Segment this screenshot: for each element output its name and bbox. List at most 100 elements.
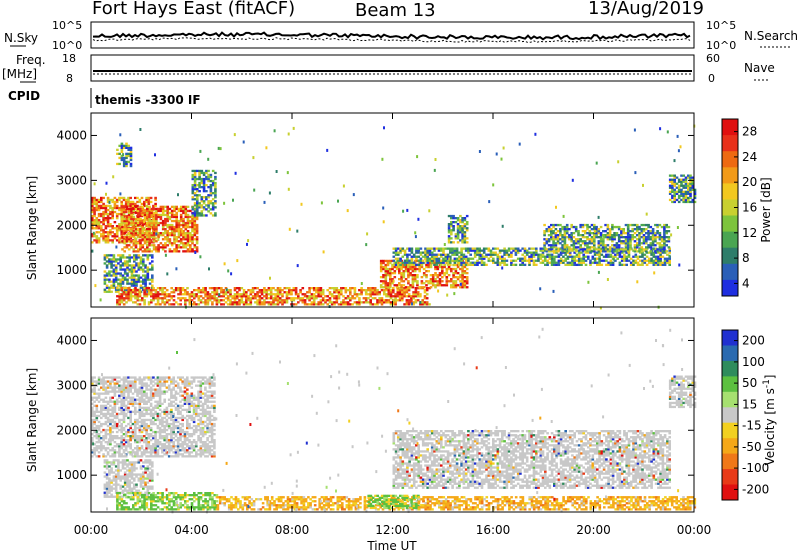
heatmap-cell bbox=[616, 257, 619, 260]
heatmap-cell bbox=[254, 301, 257, 304]
heatmap-cell bbox=[292, 297, 296, 300]
heatmap-cell bbox=[106, 447, 110, 450]
heatmap-cell bbox=[657, 251, 660, 254]
heatmap-cell bbox=[410, 301, 413, 304]
heatmap-cell bbox=[479, 254, 482, 258]
heatmap-cell bbox=[91, 422, 94, 426]
heatmap-cell bbox=[148, 248, 151, 251]
heatmap-cell bbox=[489, 253, 493, 256]
heatmap-cell bbox=[100, 406, 103, 409]
heatmap-cell bbox=[150, 289, 153, 292]
heatmap-cell bbox=[272, 301, 275, 304]
heatmap-cell bbox=[386, 274, 390, 277]
heatmap-cell bbox=[119, 258, 122, 261]
heatmap-cell bbox=[465, 223, 469, 226]
heatmap-cell bbox=[115, 435, 119, 438]
heatmap-cell bbox=[111, 217, 114, 220]
heatmap-cell bbox=[456, 227, 460, 230]
heatmap-cell bbox=[124, 406, 128, 409]
heatmap-cell bbox=[229, 295, 232, 298]
heatmap-cell bbox=[134, 207, 138, 211]
heatmap-cell bbox=[137, 223, 140, 227]
heatmap-cell bbox=[198, 212, 201, 215]
heatmap-cell bbox=[103, 288, 107, 291]
heatmap-cell bbox=[618, 261, 622, 264]
heatmap-cell bbox=[215, 299, 219, 302]
heatmap-cell bbox=[245, 295, 248, 298]
heatmap-cell bbox=[292, 287, 296, 290]
heatmap-cell bbox=[118, 380, 121, 383]
heatmap-cell bbox=[130, 209, 133, 213]
heatmap-cell bbox=[410, 249, 414, 252]
heatmap-cell bbox=[140, 202, 144, 206]
heatmap-cell bbox=[383, 299, 386, 302]
heatmap-cell bbox=[659, 257, 662, 260]
heatmap-cell bbox=[113, 408, 117, 411]
heatmap-cell bbox=[112, 270, 116, 273]
heatmap-cell bbox=[649, 242, 653, 245]
heatmap-cell bbox=[606, 234, 610, 237]
heatmap-cell bbox=[539, 261, 543, 264]
heatmap-cell bbox=[353, 291, 357, 294]
heatmap-cell bbox=[133, 264, 136, 267]
heatmap-cell bbox=[421, 251, 425, 254]
heatmap-cell bbox=[677, 149, 680, 153]
heatmap-cell bbox=[198, 175, 201, 179]
heatmap-cell bbox=[421, 299, 424, 302]
heatmap-cell bbox=[461, 239, 464, 242]
heatmap-cell bbox=[141, 213, 145, 217]
heatmap-cell bbox=[571, 263, 574, 266]
heatmap-cell bbox=[106, 235, 110, 238]
heatmap-cell bbox=[129, 382, 132, 385]
heatmap-cell bbox=[602, 234, 605, 238]
heatmap-cell bbox=[290, 291, 293, 294]
heatmap-cell bbox=[358, 301, 361, 304]
heatmap-cell bbox=[597, 236, 601, 239]
heatmap-cell bbox=[242, 303, 246, 306]
heatmap-cell bbox=[95, 241, 99, 244]
heatmap-cell bbox=[175, 217, 178, 221]
heatmap-cell bbox=[652, 253, 656, 256]
heatmap-cell bbox=[608, 234, 612, 237]
heatmap-cell bbox=[541, 253, 545, 256]
heatmap-cell bbox=[126, 274, 129, 277]
heatmap-cell bbox=[421, 259, 425, 262]
heatmap-cell bbox=[122, 388, 126, 391]
heatmap-cell bbox=[600, 247, 604, 250]
heatmap-cell bbox=[584, 232, 587, 235]
heatmap-cell bbox=[563, 236, 567, 239]
heatmap-cell bbox=[389, 291, 393, 294]
heatmap-cell bbox=[240, 301, 244, 304]
heatmap-cell bbox=[93, 219, 96, 222]
heatmap-cell bbox=[556, 223, 560, 227]
heatmap-cell bbox=[443, 263, 446, 267]
heatmap-cell bbox=[618, 253, 622, 256]
heatmap-cell bbox=[95, 447, 99, 450]
heatmap-cell bbox=[141, 219, 145, 223]
heatmap-cell bbox=[380, 289, 384, 292]
heatmap-cell bbox=[403, 249, 407, 252]
heatmap-cell bbox=[115, 430, 119, 434]
heatmap-cell bbox=[177, 219, 181, 223]
heatmap-cell bbox=[113, 453, 117, 456]
heatmap-cell bbox=[636, 223, 639, 227]
heatmap-cell bbox=[387, 299, 391, 302]
heatmap-cell bbox=[553, 259, 556, 262]
heatmap-cell bbox=[642, 183, 644, 187]
heatmap-cell bbox=[326, 303, 329, 306]
heatmap-cell bbox=[191, 236, 194, 239]
heatmap-cell bbox=[200, 214, 204, 217]
heatmap-cell bbox=[150, 219, 154, 223]
heatmap-cell bbox=[193, 234, 197, 237]
heatmap-cell bbox=[445, 284, 449, 287]
heatmap-cell bbox=[115, 200, 119, 204]
heatmap-cell bbox=[140, 418, 144, 422]
heatmap-cell bbox=[191, 190, 195, 193]
heatmap-cell bbox=[658, 238, 662, 241]
heatmap-cell bbox=[104, 447, 108, 450]
heatmap-cell bbox=[120, 418, 123, 422]
heatmap-cell bbox=[149, 378, 153, 381]
heatmap-cell bbox=[408, 259, 411, 262]
heatmap-cell bbox=[476, 263, 479, 266]
heatmap-cell bbox=[249, 297, 253, 300]
